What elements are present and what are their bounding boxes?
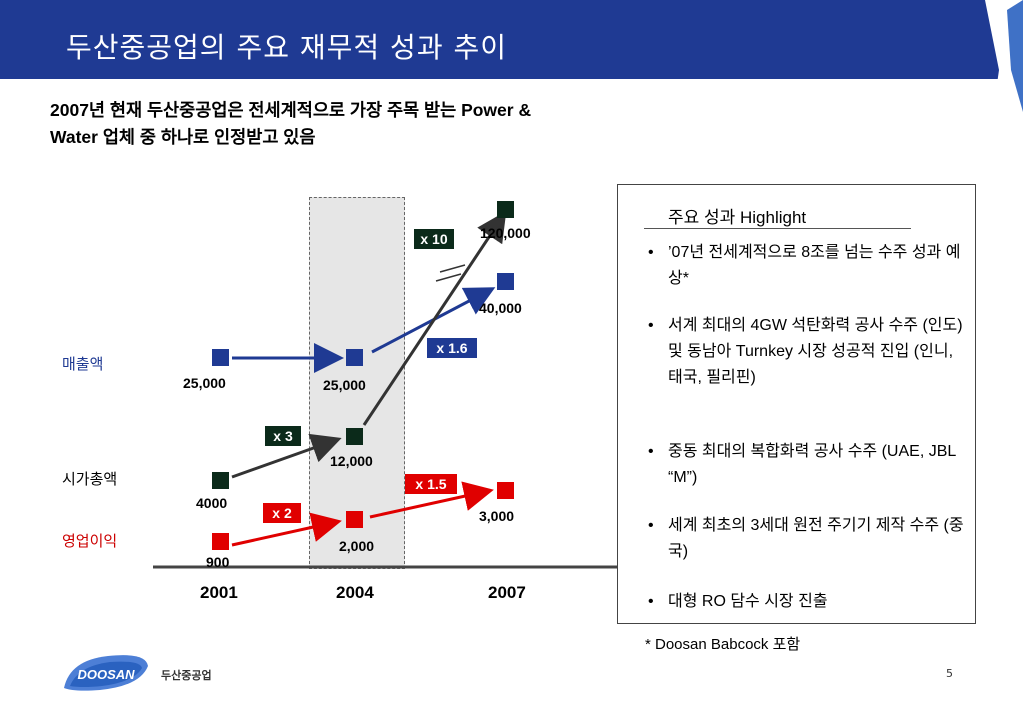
profit-marker-2007 <box>497 482 514 499</box>
market-cap-arrow-2004-2007 <box>362 211 507 426</box>
revenue-value-2001: 25,000 <box>183 375 226 391</box>
market-cap-value-2001: 4000 <box>196 495 228 511</box>
multiplier-revenue-2004-2007: x 1.6 <box>427 338 477 358</box>
bullet-icon: • <box>648 317 654 334</box>
revenue-value-2007: 40,000 <box>479 300 522 316</box>
profit-value-2004: 2,000 <box>339 538 375 554</box>
multiplier-market-cap-2004-2007: x 10 <box>414 229 454 249</box>
profit-arrow-2004-2007 <box>369 481 494 519</box>
highlight-item: • 중동 최대의 복합화력 공사 수주 (UAE, JBL “M”) <box>648 439 968 491</box>
multiplier-market-cap-2001-2004: x 3 <box>265 426 301 446</box>
revenue-marker-2001 <box>212 349 229 366</box>
highlight-panel: 주요 성과 Highlight • ’07년 전세계적으로 8조를 넘는 수주 … <box>617 184 976 624</box>
bullet-icon: • <box>648 517 654 534</box>
multiplier-profit-2001-2004: x 2 <box>263 503 301 523</box>
bullet-icon: • <box>648 244 654 261</box>
year-label-2004: 2004 <box>336 583 374 602</box>
title-bar <box>0 0 1023 79</box>
row-label-market-cap: 시가총액 <box>62 470 118 488</box>
highlight-item: • ’07년 전세계적으로 8조를 넘는 수주 성과 예상* <box>648 240 968 292</box>
row-label-revenue: 매출액 <box>62 355 104 373</box>
corner-decoration <box>985 0 1023 112</box>
market-cap-value-2004: 12,000 <box>330 453 373 469</box>
subtitle: 2007년 현재 두산중공업은 전세계적으로 가장 주목 받는 Power & … <box>50 97 750 151</box>
profit-arrow-2001-2004 <box>231 512 342 547</box>
highlight-divider <box>644 228 911 229</box>
profit-value-2007: 3,000 <box>479 508 515 524</box>
footer-company-name: 두산중공업 <box>161 669 212 682</box>
bullet-icon: • <box>648 593 654 610</box>
highlight-column-2004 <box>309 197 405 569</box>
highlight-item-text: 대형 RO 담수 시장 진출 <box>668 593 828 610</box>
year-label-2001: 2001 <box>200 583 238 602</box>
market-cap-arrow-2001-2004 <box>231 433 342 479</box>
multiplier-profit-2004-2007: x 1.5 <box>405 474 457 494</box>
revenue-arrow-2004-2007 <box>371 287 496 354</box>
footnote: * Doosan Babcock 포함 <box>645 636 801 653</box>
revenue-marker-2007 <box>497 273 514 290</box>
highlight-item-text: 세계 최초의 3세대 원전 주기기 제작 수주 (중국) <box>668 517 964 560</box>
bullet-icon: • <box>648 443 654 460</box>
highlight-item: • 서계 최대의 4GW 석탄화력 공사 수주 (인도) 및 동남아 Turnk… <box>648 313 968 391</box>
profit-value-2001: 900 <box>206 554 230 570</box>
doosan-logo: DOOSAN <box>64 655 148 691</box>
svg-text:DOOSAN: DOOSAN <box>77 667 135 682</box>
year-label-2007: 2007 <box>488 583 526 602</box>
axis-break-mark <box>439 264 466 273</box>
profit-marker-2004 <box>346 511 363 528</box>
market-cap-marker-2007 <box>497 201 514 218</box>
market-cap-value-2007: 120,000 <box>480 225 531 241</box>
profit-marker-2001 <box>212 533 229 550</box>
highlight-item-text: 중동 최대의 복합화력 공사 수주 (UAE, JBL “M”) <box>668 443 956 486</box>
row-label-operating-profit: 영업이익 <box>62 532 118 550</box>
market-cap-marker-2001 <box>212 472 229 489</box>
highlight-item-text: ’07년 전세계적으로 8조를 넘는 수주 성과 예상* <box>668 244 961 287</box>
revenue-marker-2004 <box>346 349 363 366</box>
market-cap-marker-2004 <box>346 428 363 445</box>
highlight-item-text: 서계 최대의 4GW 석탄화력 공사 수주 (인도) 및 동남아 Turnkey… <box>668 317 963 386</box>
revenue-value-2004: 25,000 <box>323 377 366 393</box>
highlight-item: • 대형 RO 담수 시장 진출 <box>648 589 968 615</box>
highlight-item: • 세계 최초의 3세대 원전 주기기 제작 수주 (중국) <box>648 513 968 565</box>
subtitle-line-2: Water 업체 중 하나로 인정받고 있음 <box>50 127 316 147</box>
page-title: 두산중공업의 주요 재무적 성과 추이 <box>66 31 508 64</box>
highlight-title: 주요 성과 Highlight <box>668 208 807 227</box>
axis-break-mark <box>435 273 462 282</box>
page-number: 5 <box>946 667 953 680</box>
subtitle-line-1: 2007년 현재 두산중공업은 전세계적으로 가장 주목 받는 Power & <box>50 100 532 120</box>
